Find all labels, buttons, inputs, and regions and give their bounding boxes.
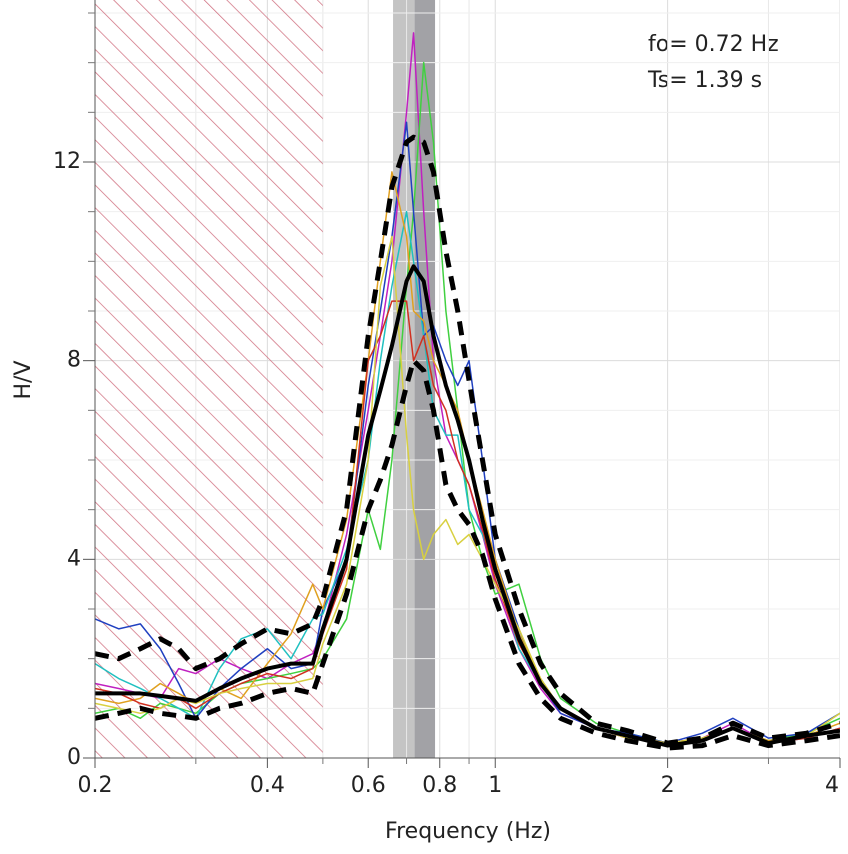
y-tick-label: 0 (67, 745, 81, 770)
x-tick-label: 0.2 (78, 773, 113, 798)
x-tick-label: 0.6 (351, 773, 386, 798)
plot-area (95, 0, 840, 758)
y-tick-label: 4 (67, 546, 81, 571)
fo-band (414, 0, 436, 758)
x-tick-label: 0.8 (422, 773, 457, 798)
x-tick-label: 4 (825, 773, 839, 798)
mean-curve (95, 264, 840, 748)
excluded-range (95, 0, 323, 758)
x-tick-label: 1 (488, 773, 502, 798)
y-tick-label: 8 (67, 348, 81, 373)
y-axis-label: H/V (11, 360, 36, 399)
annotation: fo= 0.72 Hz (648, 32, 779, 57)
x-axis-label: Frequency (Hz) (385, 819, 551, 844)
fo-band (393, 0, 415, 758)
mean-curve (95, 134, 840, 746)
x-tick-label: 2 (661, 773, 675, 798)
x-tick-label: 0.4 (250, 773, 285, 798)
mean-curve (95, 358, 840, 751)
annotation: Ts= 1.39 s (647, 68, 762, 93)
y-tick-label: 12 (53, 149, 81, 174)
